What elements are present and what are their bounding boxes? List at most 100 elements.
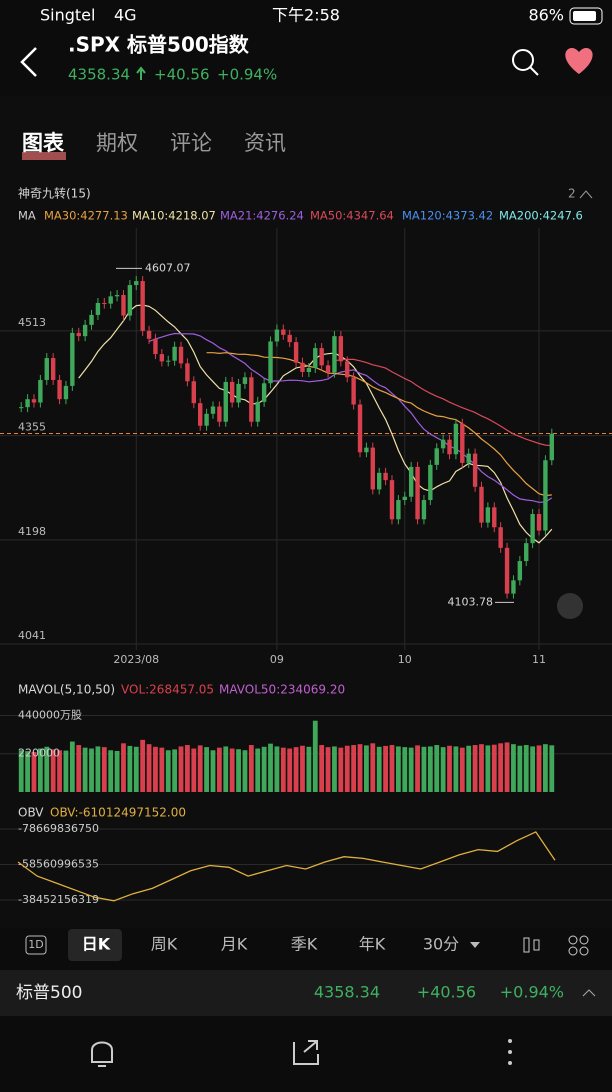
- period-option[interactable]: 月K: [221, 935, 248, 954]
- volume-bar: [434, 745, 440, 792]
- period-option[interactable]: 季K: [291, 935, 318, 954]
- volume-bar: [133, 746, 139, 792]
- volume-bar: [421, 746, 427, 792]
- candle-body: [229, 381, 235, 403]
- ma-line: [334, 358, 552, 447]
- search-button[interactable]: [512, 49, 534, 71]
- candle-body: [293, 342, 299, 363]
- candle-body: [440, 439, 446, 449]
- volume-bar: [338, 747, 344, 792]
- y-tick-label: 4513: [18, 316, 46, 329]
- candle-body: [466, 453, 471, 463]
- volume-bar: [459, 747, 465, 792]
- grid-icon[interactable]: [568, 935, 589, 956]
- tab[interactable]: 图表: [22, 131, 65, 155]
- candle-body: [421, 500, 427, 520]
- volume-bar: [523, 745, 529, 792]
- volume-bar: [63, 750, 69, 792]
- alert-button[interactable]: [91, 1041, 113, 1067]
- candle-body: [242, 377, 248, 384]
- favorite-button[interactable]: [565, 48, 593, 74]
- obv-tick-label: -78669836750: [18, 822, 99, 835]
- more-button[interactable]: [508, 1039, 512, 1065]
- obv-tick-label: -58560996535: [18, 857, 99, 870]
- volume-bar: [453, 746, 459, 792]
- candle-body: [492, 507, 497, 528]
- candle-body: [57, 379, 62, 400]
- candle-body: [319, 348, 324, 366]
- candle-body: [82, 324, 88, 337]
- tab[interactable]: 期权: [96, 131, 138, 155]
- candle-body: [204, 413, 209, 426]
- candle-body: [536, 513, 542, 531]
- volume-bar: [216, 747, 222, 792]
- candle-body: [185, 363, 190, 382]
- collapse-icon[interactable]: [579, 190, 593, 199]
- quote-bar[interactable]: [0, 970, 612, 1016]
- period-option[interactable]: 日K: [82, 935, 111, 954]
- tab[interactable]: 评论: [170, 131, 212, 155]
- candle-body: [236, 383, 241, 403]
- period-option[interactable]: 年K: [359, 935, 386, 954]
- tab[interactable]: 资讯: [244, 131, 286, 155]
- volume-bar: [140, 739, 146, 792]
- volume-tick-label: 440000万股: [18, 708, 82, 721]
- volume-bar: [511, 744, 516, 792]
- carrier: Singtel: [40, 6, 95, 25]
- candle-body: [95, 302, 101, 315]
- candle-body: [287, 334, 292, 343]
- candle-body: [549, 433, 555, 461]
- candle-body: [50, 358, 56, 380]
- candle-body: [172, 346, 177, 361]
- volume-bar: [185, 745, 190, 792]
- volume-bar: [101, 747, 107, 792]
- candle-body: [332, 336, 337, 373]
- volume-bar: [389, 745, 395, 792]
- quote-change: +40.56: [417, 983, 476, 1002]
- volume-bar: [165, 750, 171, 792]
- candle-body: [25, 399, 30, 408]
- ma-legend: MA: [18, 209, 36, 223]
- candle-body: [274, 329, 280, 342]
- fullscreen-button[interactable]: [557, 593, 583, 619]
- period-option[interactable]: 30分: [423, 935, 459, 954]
- volume-bar: [37, 748, 43, 792]
- candle-body: [210, 406, 216, 414]
- volume-bar: [543, 744, 548, 792]
- candle-body: [146, 330, 152, 339]
- period-option[interactable]: 周K: [151, 935, 178, 954]
- candle-body: [408, 466, 414, 497]
- symbol-title: .SPX 标普500指数: [68, 33, 250, 57]
- volume-bar: [50, 749, 56, 792]
- volume-bar: [95, 746, 101, 792]
- back-button[interactable]: [20, 47, 37, 77]
- volume-bar: [402, 747, 408, 792]
- volume-bar: [25, 751, 30, 792]
- volume-bar: [479, 744, 484, 792]
- candle-body: [18, 407, 24, 409]
- volume-title: MAVOL(5,10,50): [18, 683, 115, 697]
- obv-value: OBV:-61012497152.00: [50, 806, 186, 820]
- candle-style-icon[interactable]: [523, 937, 540, 953]
- x-tick-label: 09: [270, 653, 284, 666]
- x-tick-label: 2023/08: [113, 653, 159, 666]
- share-button[interactable]: [293, 1040, 319, 1065]
- candle-body: [370, 447, 376, 490]
- volume-bar: [530, 746, 536, 792]
- period-option[interactable]: 1D: [28, 938, 43, 951]
- expand-icon[interactable]: [582, 989, 596, 997]
- volume-bar: [293, 747, 299, 792]
- candle-body: [453, 423, 459, 455]
- volume-bar: [268, 743, 273, 792]
- candle-body: [517, 561, 523, 581]
- volume-bar: [255, 748, 261, 792]
- volume-bar: [395, 746, 401, 792]
- volume-bar: [312, 720, 318, 792]
- candle-body: [268, 341, 273, 384]
- x-tick-label: 11: [532, 653, 546, 666]
- battery-level: 86%: [528, 6, 564, 25]
- candle-body: [166, 360, 171, 362]
- volume-bar: [498, 743, 504, 792]
- candle-body: [485, 507, 491, 523]
- candle-body: [479, 486, 484, 523]
